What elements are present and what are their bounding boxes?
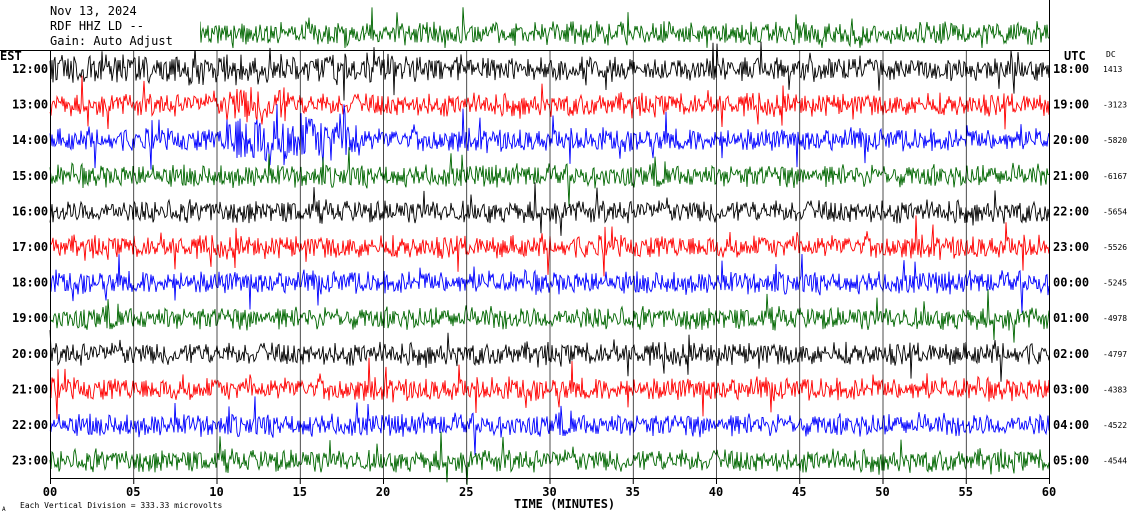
scale-note: Each Vertical Division = 333.33 microvol…	[20, 501, 222, 510]
x-tick-label-45: 45	[792, 485, 806, 499]
utc-label-2: 20:00	[1053, 133, 1089, 147]
est-label-7: 19:00	[12, 311, 48, 325]
trace-1200	[49, 41, 1050, 101]
est-label-6: 18:00	[12, 276, 48, 290]
trace-1700	[49, 215, 1050, 277]
dc-label-2: -5820	[1103, 136, 1127, 145]
header-station: RDF HHZ LD --	[50, 19, 144, 33]
header-date: Nov 13, 2024	[50, 4, 137, 18]
trace-1300	[49, 75, 1050, 130]
dc-label-1: -3123	[1103, 101, 1127, 110]
utc-label-0: 18:00	[1053, 62, 1089, 76]
corner-mark: A	[2, 506, 6, 513]
x-tick-label-40: 40	[709, 485, 723, 499]
x-tick-label-0: 00	[43, 485, 57, 499]
utc-label-1: 19:00	[1053, 98, 1089, 112]
trace-1500	[49, 147, 1050, 207]
dc-label-0: 1413	[1103, 65, 1122, 74]
trace-2100	[49, 357, 1050, 419]
trace-2200	[49, 396, 1050, 456]
x-axis-title: TIME (MINUTES)	[514, 497, 615, 511]
est-label-1: 13:00	[12, 98, 48, 112]
est-label-9: 21:00	[12, 382, 48, 396]
est-label-4: 16:00	[12, 204, 48, 218]
utc-label-10: 04:00	[1053, 418, 1089, 432]
trace-1800	[49, 253, 1050, 313]
utc-label-8: 02:00	[1053, 347, 1089, 361]
x-tick-label-5: 05	[126, 485, 140, 499]
utc-axis-label: UTC	[1064, 49, 1086, 63]
x-tick-label-30: 30	[542, 485, 556, 499]
dc-axis-label: DC	[1106, 50, 1116, 59]
x-tick-label-35: 35	[626, 485, 640, 499]
utc-label-11: 05:00	[1053, 454, 1089, 468]
est-label-5: 17:00	[12, 240, 48, 254]
dc-offset-labels: 1413 -3123 -5820 -6167 -5654 -5526 -5245 -4978 -…	[1103, 65, 1127, 466]
utc-label-3: 21:00	[1053, 169, 1089, 183]
x-tick-label-10: 10	[209, 485, 223, 499]
dc-label-6: -5245	[1103, 279, 1127, 288]
utc-hour-labels: 18:00 19:00 20:00 21:00 22:00 23:00 00:00 01:00…	[1053, 62, 1089, 468]
dc-label-9: -4383	[1103, 385, 1127, 394]
header-gain: Gain: Auto Adjust	[50, 34, 173, 48]
x-tick-label-55: 55	[959, 485, 973, 499]
est-label-0: 12:00	[12, 62, 48, 76]
dc-label-11: -4544	[1103, 457, 1127, 466]
est-hour-labels: 12:00 13:00 14:00 15:00 16:00 17:00 18:00 19:00…	[12, 62, 48, 468]
utc-label-5: 23:00	[1053, 240, 1089, 254]
dc-label-8: -4797	[1103, 350, 1127, 359]
x-tick-label-25: 25	[459, 485, 473, 499]
est-label-3: 15:00	[12, 169, 48, 183]
utc-label-9: 03:00	[1053, 382, 1089, 396]
est-label-10: 22:00	[12, 418, 48, 432]
trace-2300	[49, 431, 1050, 486]
dc-label-4: -5654	[1103, 207, 1127, 216]
x-tick-label-20: 20	[376, 485, 390, 499]
x-axis-ticks: 00 05 10 15 20 25 30 35 40 45 50 55 60	[43, 478, 1056, 499]
trace-2000	[49, 330, 1050, 382]
est-label-8: 20:00	[12, 347, 48, 361]
dc-label-5: -5526	[1103, 243, 1127, 252]
trace-previous-hour	[49, 7, 1050, 49]
gridline-group	[133, 50, 967, 478]
trace-1400	[49, 104, 1050, 170]
utc-label-6: 00:00	[1053, 276, 1089, 290]
trace-1900	[49, 289, 1050, 343]
utc-label-7: 01:00	[1053, 311, 1089, 325]
x-tick-label-60: 60	[1042, 485, 1056, 499]
est-axis-label: EST	[0, 49, 22, 63]
trace-1600	[49, 182, 1050, 236]
est-label-11: 23:00	[12, 454, 48, 468]
est-label-2: 14:00	[12, 133, 48, 147]
dc-label-10: -4522	[1103, 421, 1127, 430]
x-tick-label-15: 15	[293, 485, 307, 499]
trace-group	[49, 7, 1050, 486]
utc-label-4: 22:00	[1053, 204, 1089, 218]
dc-label-7: -4978	[1103, 314, 1127, 323]
header-mask	[0, 0, 200, 50]
dc-label-3: -6167	[1103, 172, 1127, 181]
x-tick-label-50: 50	[875, 485, 889, 499]
